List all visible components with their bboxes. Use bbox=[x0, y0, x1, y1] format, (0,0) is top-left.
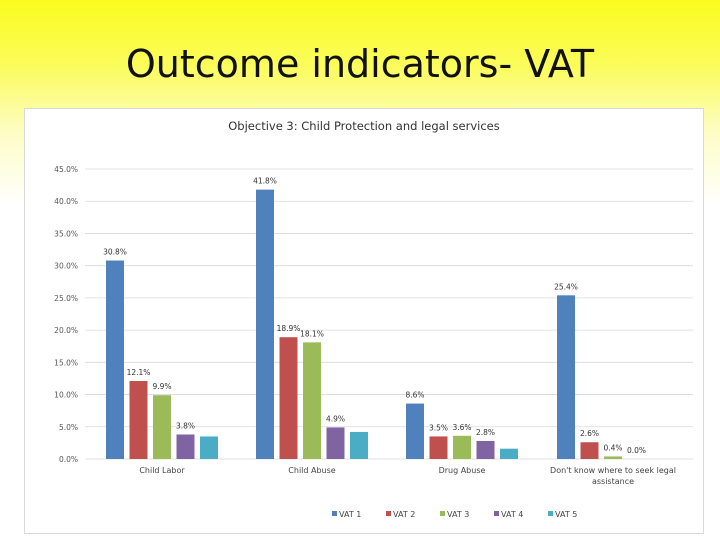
y-tick-label: 0.0% bbox=[59, 455, 78, 464]
data-label: 0.0% bbox=[627, 446, 646, 455]
y-tick-label: 10.0% bbox=[54, 391, 78, 400]
bar bbox=[476, 440, 495, 459]
data-label: 12.1% bbox=[127, 368, 151, 377]
y-tick-label: 30.0% bbox=[54, 262, 78, 271]
bar bbox=[406, 403, 424, 459]
slide-title: Outcome indicators- VAT bbox=[125, 42, 595, 86]
bar bbox=[176, 434, 195, 459]
bar bbox=[557, 295, 575, 459]
bar bbox=[129, 381, 148, 459]
data-label: 9.9% bbox=[152, 382, 171, 391]
data-label: 8.6% bbox=[405, 391, 424, 400]
data-label: 3.5% bbox=[429, 423, 448, 432]
bar bbox=[429, 436, 448, 459]
legend-label: VAT 2 bbox=[393, 510, 415, 519]
category-label: Child Abuse bbox=[288, 466, 336, 475]
category-label: Drug Abuse bbox=[439, 466, 486, 475]
data-label: 4.9% bbox=[326, 414, 345, 423]
legend-swatch bbox=[440, 511, 445, 516]
bar bbox=[256, 189, 274, 459]
data-label: 0.4% bbox=[603, 443, 622, 452]
legend-label: VAT 4 bbox=[501, 510, 523, 519]
bar bbox=[279, 337, 298, 459]
bar bbox=[326, 427, 345, 459]
y-axis-ticks: 0.0% 5.0% 10.0% 15.0% 20.0% 25.0% 30.0% 35.0% 40… bbox=[54, 165, 78, 464]
category-labels: Child Labor Child Abuse Drug Abuse Don't kn… bbox=[139, 466, 676, 486]
legend-label: VAT 1 bbox=[339, 510, 361, 519]
y-tick-label: 40.0% bbox=[54, 197, 78, 206]
y-tick-label: 15.0% bbox=[54, 358, 78, 367]
data-label: 2.6% bbox=[580, 429, 599, 438]
legend-label: VAT 3 bbox=[447, 510, 469, 519]
bar bbox=[580, 442, 599, 459]
bars bbox=[106, 189, 622, 459]
y-tick-label: 5.0% bbox=[59, 423, 78, 432]
bar bbox=[153, 395, 171, 459]
bar bbox=[303, 342, 321, 459]
data-label: 41.8% bbox=[253, 177, 277, 186]
bar bbox=[453, 435, 471, 459]
category-label: Child Labor bbox=[139, 466, 185, 475]
y-tick-label: 45.0% bbox=[54, 165, 78, 174]
data-labels: 30.8% 41.8% 8.6% 25.4% 12.1% 18.9% 3.5% 2.6% 9.9… bbox=[103, 177, 646, 455]
data-label: 25.4% bbox=[554, 282, 578, 291]
chart-panel: Objective 3: Child Protection and legal … bbox=[24, 108, 704, 534]
legend-swatch bbox=[494, 511, 499, 516]
y-tick-label: 25.0% bbox=[54, 294, 78, 303]
legend-swatch bbox=[332, 511, 337, 516]
bar-chart: Objective 3: Child Protection and legal … bbox=[54, 119, 693, 519]
legend-swatch bbox=[548, 511, 553, 516]
data-label: 3.8% bbox=[176, 422, 195, 431]
y-tick-label: 20.0% bbox=[54, 326, 78, 335]
legend: VAT 1 VAT 2 VAT 3 VAT 4 VAT 5 bbox=[332, 510, 577, 519]
category-label: Don't know where to seek legal assistance bbox=[550, 466, 676, 486]
y-tick-label: 35.0% bbox=[54, 229, 78, 238]
bar bbox=[350, 431, 368, 459]
data-label: 18.1% bbox=[300, 329, 324, 338]
bar bbox=[500, 448, 518, 459]
data-label: 3.6% bbox=[452, 423, 471, 432]
bar bbox=[604, 456, 622, 459]
data-label: 2.8% bbox=[476, 428, 495, 437]
chart-title: Objective 3: Child Protection and legal … bbox=[228, 119, 499, 133]
bar bbox=[106, 260, 124, 459]
bar bbox=[200, 436, 218, 459]
legend-label: VAT 5 bbox=[555, 510, 577, 519]
legend-swatch bbox=[386, 511, 391, 516]
grid-lines bbox=[85, 168, 693, 460]
data-label: 30.8% bbox=[103, 248, 127, 257]
data-label: 18.9% bbox=[277, 324, 301, 333]
